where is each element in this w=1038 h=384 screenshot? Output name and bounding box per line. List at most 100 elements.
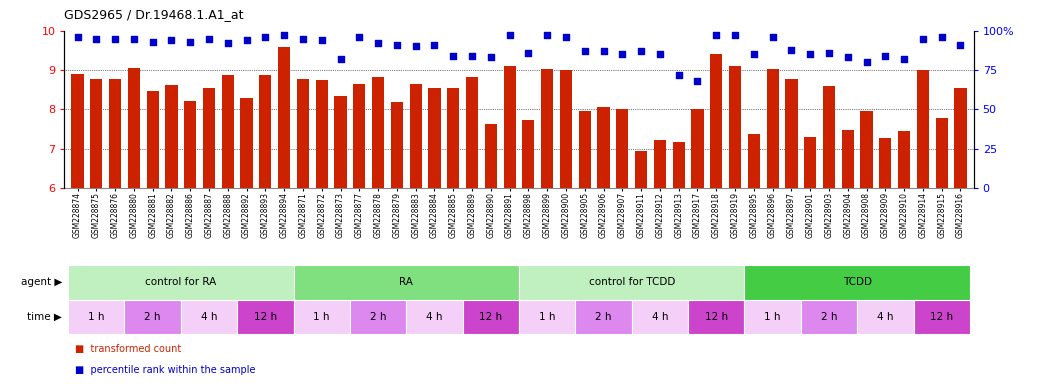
Bar: [541, 69, 553, 188]
Bar: [823, 86, 836, 188]
Text: 4 h: 4 h: [877, 312, 894, 322]
Point: [595, 48, 611, 54]
Bar: [879, 138, 892, 188]
Bar: [238, 300, 294, 334]
Point: [896, 56, 912, 62]
Point: [783, 46, 799, 53]
Text: 1 h: 1 h: [539, 312, 555, 322]
Point: [671, 72, 687, 78]
Text: control for RA: control for RA: [145, 277, 217, 287]
Text: 1 h: 1 h: [313, 312, 330, 322]
Text: TCDD: TCDD: [843, 277, 872, 287]
Point: [313, 37, 330, 43]
Point: [802, 51, 819, 58]
Bar: [804, 137, 816, 188]
Point: [821, 50, 838, 56]
Bar: [559, 70, 572, 188]
Point: [520, 50, 537, 56]
Bar: [241, 98, 252, 188]
Bar: [463, 300, 519, 334]
Bar: [747, 134, 760, 188]
Bar: [598, 108, 609, 188]
Bar: [635, 151, 648, 188]
Point: [933, 34, 950, 40]
Point: [163, 37, 180, 43]
Text: 12 h: 12 h: [480, 312, 502, 322]
Bar: [632, 300, 688, 334]
Bar: [654, 140, 666, 188]
Text: ■  transformed count: ■ transformed count: [75, 344, 181, 354]
Point: [745, 51, 762, 58]
Text: ■  percentile rank within the sample: ■ percentile rank within the sample: [75, 365, 255, 375]
Bar: [69, 265, 294, 300]
Bar: [222, 75, 234, 188]
Point: [239, 37, 255, 43]
Text: GDS2965 / Dr.19468.1.A1_at: GDS2965 / Dr.19468.1.A1_at: [64, 8, 244, 21]
Text: 12 h: 12 h: [930, 312, 953, 322]
Point: [633, 48, 650, 54]
Text: 4 h: 4 h: [652, 312, 668, 322]
Bar: [578, 111, 591, 188]
Bar: [800, 300, 857, 334]
Text: agent ▶: agent ▶: [21, 277, 62, 287]
Bar: [954, 88, 966, 188]
Bar: [72, 74, 84, 188]
Bar: [522, 121, 535, 188]
Bar: [917, 70, 929, 188]
Bar: [146, 91, 159, 188]
Bar: [519, 300, 575, 334]
Text: 4 h: 4 h: [427, 312, 443, 322]
Bar: [673, 142, 685, 188]
Point: [445, 53, 462, 59]
Text: 2 h: 2 h: [595, 312, 611, 322]
Point: [483, 55, 499, 61]
Bar: [90, 79, 103, 188]
Bar: [519, 265, 744, 300]
Bar: [466, 77, 479, 188]
Bar: [786, 79, 797, 188]
Bar: [334, 96, 347, 188]
Point: [144, 39, 161, 45]
Bar: [861, 111, 873, 188]
Bar: [184, 101, 196, 188]
Bar: [710, 55, 722, 188]
Point: [840, 55, 856, 61]
Point: [708, 32, 725, 38]
Bar: [294, 265, 519, 300]
Point: [332, 56, 349, 62]
Point: [107, 36, 124, 42]
Bar: [857, 300, 913, 334]
Text: 1 h: 1 h: [764, 312, 781, 322]
Text: 12 h: 12 h: [254, 312, 277, 322]
Bar: [128, 68, 140, 188]
Point: [614, 51, 631, 58]
Point: [557, 34, 574, 40]
Point: [257, 34, 274, 40]
Text: 2 h: 2 h: [144, 312, 161, 322]
Bar: [260, 75, 272, 188]
Bar: [350, 300, 406, 334]
Bar: [390, 102, 403, 188]
Bar: [617, 109, 628, 188]
Bar: [898, 131, 910, 188]
Bar: [913, 300, 969, 334]
Point: [539, 32, 555, 38]
Bar: [109, 79, 121, 188]
Point: [295, 36, 311, 42]
Text: 1 h: 1 h: [88, 312, 105, 322]
Bar: [485, 124, 497, 188]
Point: [576, 48, 593, 54]
Point: [464, 53, 481, 59]
Text: control for TCDD: control for TCDD: [589, 277, 675, 287]
Bar: [447, 88, 460, 188]
Point: [501, 32, 518, 38]
Point: [182, 39, 198, 45]
Point: [652, 51, 668, 58]
Point: [914, 36, 931, 42]
Bar: [406, 300, 463, 334]
Point: [70, 34, 86, 40]
Bar: [744, 300, 800, 334]
Bar: [181, 300, 238, 334]
Bar: [353, 84, 365, 188]
Bar: [294, 300, 350, 334]
